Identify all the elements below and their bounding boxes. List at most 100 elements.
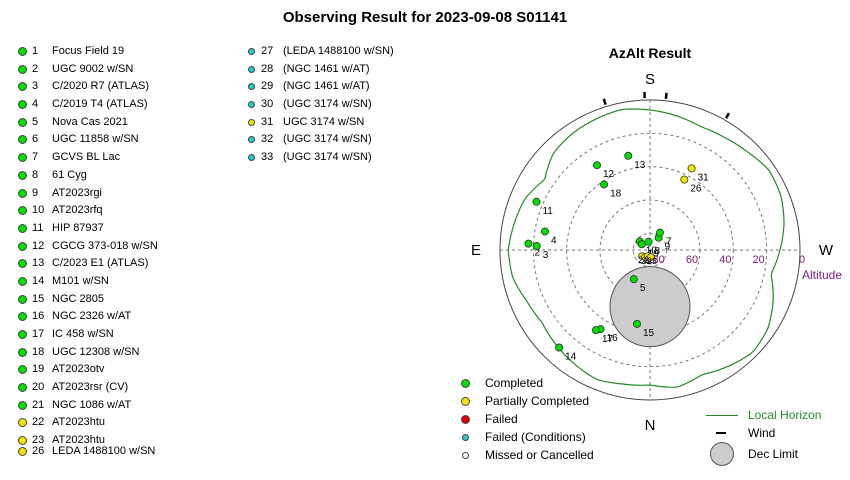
target-name: AT2023htu: [52, 416, 106, 429]
target-point: [687, 164, 696, 173]
target-number: 2: [32, 62, 39, 75]
target-point: [656, 228, 665, 237]
target-point: [600, 180, 609, 189]
target-name: Focus Field 19: [52, 45, 125, 57]
target-number: 7: [32, 151, 39, 164]
status-dot-icon: [18, 330, 27, 339]
target-name: M101 w/SN: [52, 274, 109, 287]
target-name: (UGC 3174 w/SN): [283, 151, 372, 164]
target-name: C/2023 E1 (ATLAS): [52, 257, 149, 270]
status-dot-icon: [18, 400, 27, 410]
target-point-label: 7: [666, 237, 672, 248]
target-number: 20: [32, 381, 45, 394]
target-name: 61 Cyg: [52, 168, 87, 181]
target-point-label: 26: [690, 184, 702, 195]
target-point-label: 10: [646, 245, 658, 256]
target-name: (NGC 1461 w/AT): [283, 80, 370, 93]
status-dot-icon: [248, 48, 255, 55]
page-title: Observing Result for 2023-09-08 S01141: [282, 9, 568, 26]
compass-north: N: [645, 417, 656, 434]
target-point-label: 11: [542, 206, 553, 217]
target-name: IC 458 w/SN: [52, 328, 114, 340]
target-point: [624, 151, 633, 160]
altitude-tick-label: 40: [719, 254, 731, 266]
target-point: [629, 275, 638, 284]
status-dot-icon: [18, 170, 27, 180]
target-number: 18: [32, 345, 45, 358]
status-dot-icon: [248, 154, 255, 162]
target-number: 15: [32, 292, 45, 305]
target-number: 33: [261, 151, 274, 164]
target-name: AT2023htu: [52, 434, 106, 447]
target-point: [591, 326, 600, 335]
legend-label: Failed: [485, 412, 518, 426]
status-dot-icon: [18, 365, 27, 375]
target-number: 28: [261, 62, 274, 75]
target-name: AT2023rsr (CV): [52, 381, 129, 394]
target-name: AT2023rfq: [52, 204, 103, 217]
target-number: 21: [32, 398, 45, 411]
status-dot-icon: [18, 64, 27, 74]
target-name: AT2023otv: [52, 363, 105, 376]
target-number: 3: [32, 80, 39, 93]
target-point: [632, 319, 641, 328]
target-point-label: 18: [610, 188, 622, 199]
target-name: UGC 3174 w/SN: [283, 115, 365, 128]
target-number: 1: [32, 45, 39, 57]
status-dot-icon: [18, 100, 27, 110]
wind-marker: [664, 92, 668, 99]
target-name: Nova Cas 2021: [52, 115, 128, 128]
legend-dot-icon: [462, 452, 469, 459]
legend-label: Partially Completed: [485, 394, 590, 408]
target-number: 11: [32, 221, 44, 234]
target-point-label: 4: [551, 235, 557, 246]
horizon-line-icon: [706, 415, 738, 416]
compass-west: W: [819, 242, 834, 259]
legend-dot-icon: [461, 379, 470, 388]
target-number: 23: [32, 434, 45, 447]
status-dot-icon: [18, 82, 27, 92]
target-point: [593, 161, 602, 170]
target-name: AT2023rgi: [52, 186, 102, 199]
target-number: 19: [32, 363, 45, 376]
legend-label: Failed (Conditions): [485, 430, 586, 444]
target-point-label: 15: [643, 328, 655, 339]
status-dot-icon: [18, 206, 27, 216]
target-name: LEDA 1488100 w/SN: [52, 445, 156, 457]
target-name: (LEDA 1488100 w/SN): [283, 45, 394, 57]
wind-marker: [724, 112, 731, 119]
target-point: [680, 175, 689, 184]
compass-south: S: [645, 71, 655, 88]
status-dot-icon: [18, 418, 27, 428]
target-point-label: 3: [543, 250, 549, 261]
target-number: 6: [32, 133, 39, 146]
target-name: UGC 9002 w/SN: [52, 62, 134, 75]
status-dot-icon: [18, 153, 27, 163]
legend-dot-icon: [462, 434, 469, 441]
target-number: 29: [261, 80, 274, 93]
wind-marker: [602, 98, 607, 106]
target-point: [644, 237, 653, 246]
status-dot-icon: [248, 118, 255, 126]
target-number: 14: [32, 274, 45, 287]
status-dot-icon: [18, 117, 27, 127]
status-dot-icon: [248, 65, 255, 73]
status-dot-icon: [18, 135, 27, 145]
legend-dot-icon: [461, 415, 470, 424]
status-dot-icon: [248, 101, 255, 109]
status-dot-icon: [18, 294, 27, 304]
legend-label: Dec Limit: [748, 447, 799, 461]
target-name: UGC 11858 w/SN: [52, 133, 139, 146]
target-point-label: 16: [607, 333, 619, 344]
target-point-label: 17: [602, 334, 614, 345]
target-point-label: 5: [640, 283, 646, 294]
target-point-label: 2: [535, 248, 541, 259]
status-dot-icon: [248, 136, 255, 144]
target-point-label: 14: [565, 352, 577, 363]
dec-limit-icon: [710, 442, 734, 466]
target-number: 12: [32, 239, 45, 252]
target-point-label: 13: [634, 160, 646, 171]
target-number: 16: [32, 310, 45, 323]
status-dot-icon: [18, 347, 27, 357]
target-point-label: 12: [603, 169, 615, 180]
